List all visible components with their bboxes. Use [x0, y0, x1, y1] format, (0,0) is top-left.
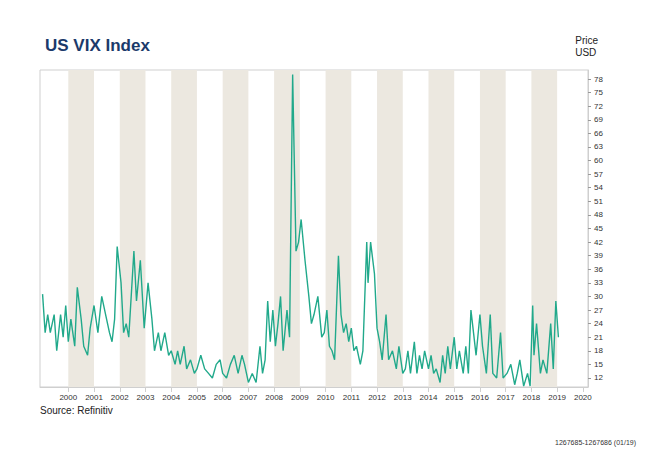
- svg-text:US VIX Index: US VIX Index: [45, 36, 150, 55]
- svg-text:60: 60: [594, 156, 603, 165]
- svg-text:2006: 2006: [214, 393, 232, 402]
- svg-text:1267685-1267686 (01/19): 1267685-1267686 (01/19): [555, 439, 636, 447]
- svg-text:2016: 2016: [471, 393, 489, 402]
- svg-text:2018: 2018: [523, 393, 541, 402]
- svg-text:57: 57: [594, 170, 603, 179]
- svg-text:48: 48: [594, 210, 603, 219]
- svg-text:2017: 2017: [497, 393, 515, 402]
- svg-text:2000: 2000: [59, 393, 77, 402]
- svg-text:2020: 2020: [574, 393, 592, 402]
- svg-text:2010: 2010: [317, 393, 335, 402]
- svg-text:21: 21: [594, 333, 603, 342]
- svg-text:Price: Price: [575, 35, 598, 46]
- svg-text:2007: 2007: [239, 393, 257, 402]
- svg-text:72: 72: [594, 102, 603, 111]
- svg-text:12: 12: [594, 373, 603, 382]
- svg-text:Source: Refinitiv: Source: Refinitiv: [40, 405, 113, 416]
- svg-text:2014: 2014: [420, 393, 438, 402]
- svg-text:45: 45: [594, 224, 603, 233]
- svg-text:2012: 2012: [368, 393, 386, 402]
- svg-text:USD: USD: [575, 47, 596, 58]
- svg-text:24: 24: [594, 319, 603, 328]
- svg-text:18: 18: [594, 346, 603, 355]
- svg-text:15: 15: [594, 360, 603, 369]
- svg-text:2008: 2008: [265, 393, 283, 402]
- svg-text:2009: 2009: [291, 393, 309, 402]
- svg-text:42: 42: [594, 238, 603, 247]
- svg-text:2002: 2002: [111, 393, 129, 402]
- svg-text:78: 78: [594, 75, 603, 84]
- svg-text:2005: 2005: [188, 393, 206, 402]
- svg-text:66: 66: [594, 129, 603, 138]
- svg-text:36: 36: [594, 265, 603, 274]
- svg-text:2011: 2011: [343, 393, 361, 402]
- svg-text:2001: 2001: [85, 393, 103, 402]
- svg-text:2003: 2003: [137, 393, 155, 402]
- svg-text:2019: 2019: [548, 393, 566, 402]
- svg-text:63: 63: [594, 142, 603, 151]
- svg-text:51: 51: [594, 197, 603, 206]
- svg-text:33: 33: [594, 278, 603, 287]
- svg-text:30: 30: [594, 292, 603, 301]
- svg-text:54: 54: [594, 183, 603, 192]
- svg-text:2004: 2004: [162, 393, 180, 402]
- svg-text:39: 39: [594, 251, 603, 260]
- svg-text:75: 75: [594, 88, 603, 97]
- svg-text:27: 27: [594, 306, 603, 315]
- svg-text:2015: 2015: [445, 393, 463, 402]
- svg-text:2013: 2013: [394, 393, 412, 402]
- svg-text:69: 69: [594, 115, 603, 124]
